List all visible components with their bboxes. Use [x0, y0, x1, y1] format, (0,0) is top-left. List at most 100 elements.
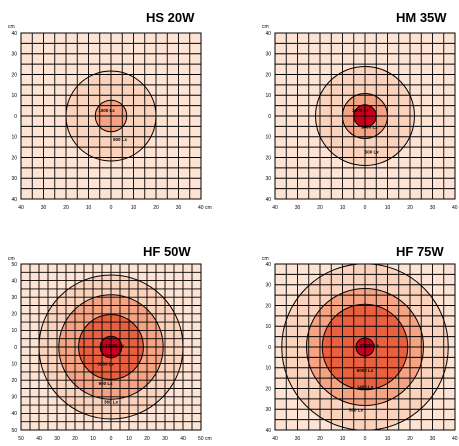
contour-label: 27000 Lx — [360, 343, 380, 348]
x-tick-label: 30 — [430, 205, 436, 211]
x-tick-label: 50 cm — [198, 436, 212, 442]
isolux-contour — [78, 314, 144, 380]
y-tick-label: 20 — [11, 155, 17, 161]
x-tick-label: 30 — [41, 205, 47, 211]
contour-label: 1400 Lx — [357, 385, 374, 390]
y-tick-label: 30 — [11, 395, 17, 401]
isolux-contour — [99, 335, 123, 359]
x-tick-label: 20 — [407, 205, 413, 211]
y-tick-label: 50 — [11, 262, 17, 268]
y-tick-label: 20 — [11, 378, 17, 384]
isolux-contour — [342, 93, 388, 139]
x-tick-label: 10 — [126, 436, 132, 442]
y-tick-label: 30 — [265, 52, 271, 58]
y-tick-label: 10 — [11, 361, 17, 367]
x-tick-label: 10 — [86, 205, 92, 211]
isolux-contour — [38, 274, 184, 420]
x-tick-label: 30 — [54, 436, 60, 442]
y-tick-label: 10 — [265, 93, 271, 99]
y-tick-label: 10 — [265, 135, 271, 141]
x-tick-label: 30 — [162, 436, 168, 442]
y-tick-label: 20 — [11, 312, 17, 318]
y-tick-label: 30 — [11, 176, 17, 182]
y-tick-label: 40 — [11, 278, 17, 284]
isolux-contour — [58, 294, 164, 400]
plot-frame — [20, 32, 202, 200]
isolux-contour — [353, 104, 377, 128]
y-tick-label: 0 — [268, 114, 271, 120]
y-tick-label: 10 — [265, 324, 271, 330]
contour-label: 500 Lx — [113, 137, 128, 142]
y-tick-label: 30 — [265, 407, 271, 413]
x-tick-label: 10 — [385, 205, 391, 211]
x-tick-label: 10 — [131, 205, 137, 211]
contour-label: 3600 Lx — [97, 361, 114, 366]
y-tick-label: 30 — [11, 295, 17, 301]
y-unit-label: cm — [8, 256, 15, 262]
y-tick-label: 20 — [265, 303, 271, 309]
x-tick-label: 20 — [317, 436, 323, 442]
x-tick-label: 20 — [407, 436, 413, 442]
x-tick-label: 20 — [153, 205, 159, 211]
y-unit-label: cm — [262, 256, 269, 262]
y-tick-label: 20 — [265, 155, 271, 161]
x-tick-label: 10 — [90, 436, 96, 442]
contour-label: 360 Lx — [104, 399, 119, 404]
y-tick-label: 0 — [268, 345, 271, 351]
x-tick-label: 40 — [180, 436, 186, 442]
contour-label: 6000 Lx — [357, 368, 374, 373]
isolux-contour — [306, 288, 424, 406]
contour-label: 17000 Lx — [105, 343, 125, 348]
plot-frame — [274, 32, 456, 200]
x-tick-label: 40 — [36, 436, 42, 442]
y-tick-label: 10 — [11, 135, 17, 141]
x-tick-label: 30 — [295, 436, 301, 442]
y-tick-label: 10 — [11, 93, 17, 99]
isolux-contour — [281, 264, 449, 430]
x-tick-label: 0 — [364, 205, 367, 211]
y-tick-label: 40 — [265, 31, 271, 37]
contour-label: 2000 Lx — [352, 108, 369, 113]
panel-title: HS 20W — [146, 10, 195, 25]
y-tick-label: 10 — [11, 328, 17, 334]
y-tick-label: 0 — [14, 345, 17, 351]
x-tick-label: 50 — [18, 436, 24, 442]
y-tick-label: 0 — [14, 114, 17, 120]
y-unit-label: cm — [262, 24, 269, 30]
y-tick-label: 40 — [11, 411, 17, 417]
plot-frame — [274, 263, 456, 431]
y-unit-label: cm — [8, 24, 15, 30]
plot-area — [21, 264, 201, 430]
x-tick-label: 40 — [272, 436, 278, 442]
x-tick-label: 10 — [340, 205, 346, 211]
contour-label: 1000 Lx — [98, 108, 115, 113]
y-tick-label: 40 — [265, 262, 271, 268]
isolux-contour — [321, 303, 409, 391]
contour-label: 500 Lx — [365, 149, 380, 154]
x-tick-label: 0 — [110, 436, 113, 442]
y-tick-label: 10 — [265, 366, 271, 372]
plot-area — [275, 33, 455, 199]
isolux-contour — [315, 66, 415, 166]
y-tick-label: 20 — [265, 72, 271, 78]
x-tick-label: 20 — [144, 436, 150, 442]
panel-title: HF 75W — [396, 244, 444, 259]
y-tick-label: 30 — [265, 176, 271, 182]
x-tick-label: 40 cr — [452, 205, 459, 211]
contour-label: 1000 Lx — [361, 124, 378, 129]
x-tick-label: 30 — [430, 436, 436, 442]
plot-frame — [20, 263, 202, 431]
x-tick-label: 40 cm — [198, 205, 212, 211]
y-tick-label: 40 — [265, 197, 271, 203]
y-tick-label: 30 — [11, 52, 17, 58]
y-tick-label: 40 — [11, 31, 17, 37]
x-tick-label: 20 — [63, 205, 69, 211]
panel-title: HF 50W — [143, 244, 191, 259]
panel-title: HM 35W — [396, 10, 447, 25]
y-tick-label: 40 — [265, 428, 271, 434]
y-tick-label: 20 — [265, 386, 271, 392]
